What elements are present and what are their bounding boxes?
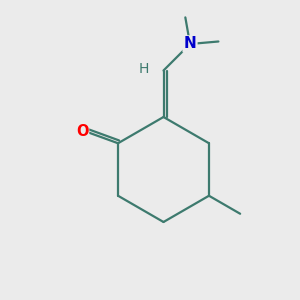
Text: N: N <box>184 37 196 52</box>
Text: O: O <box>76 124 88 139</box>
Text: H: H <box>139 62 149 76</box>
